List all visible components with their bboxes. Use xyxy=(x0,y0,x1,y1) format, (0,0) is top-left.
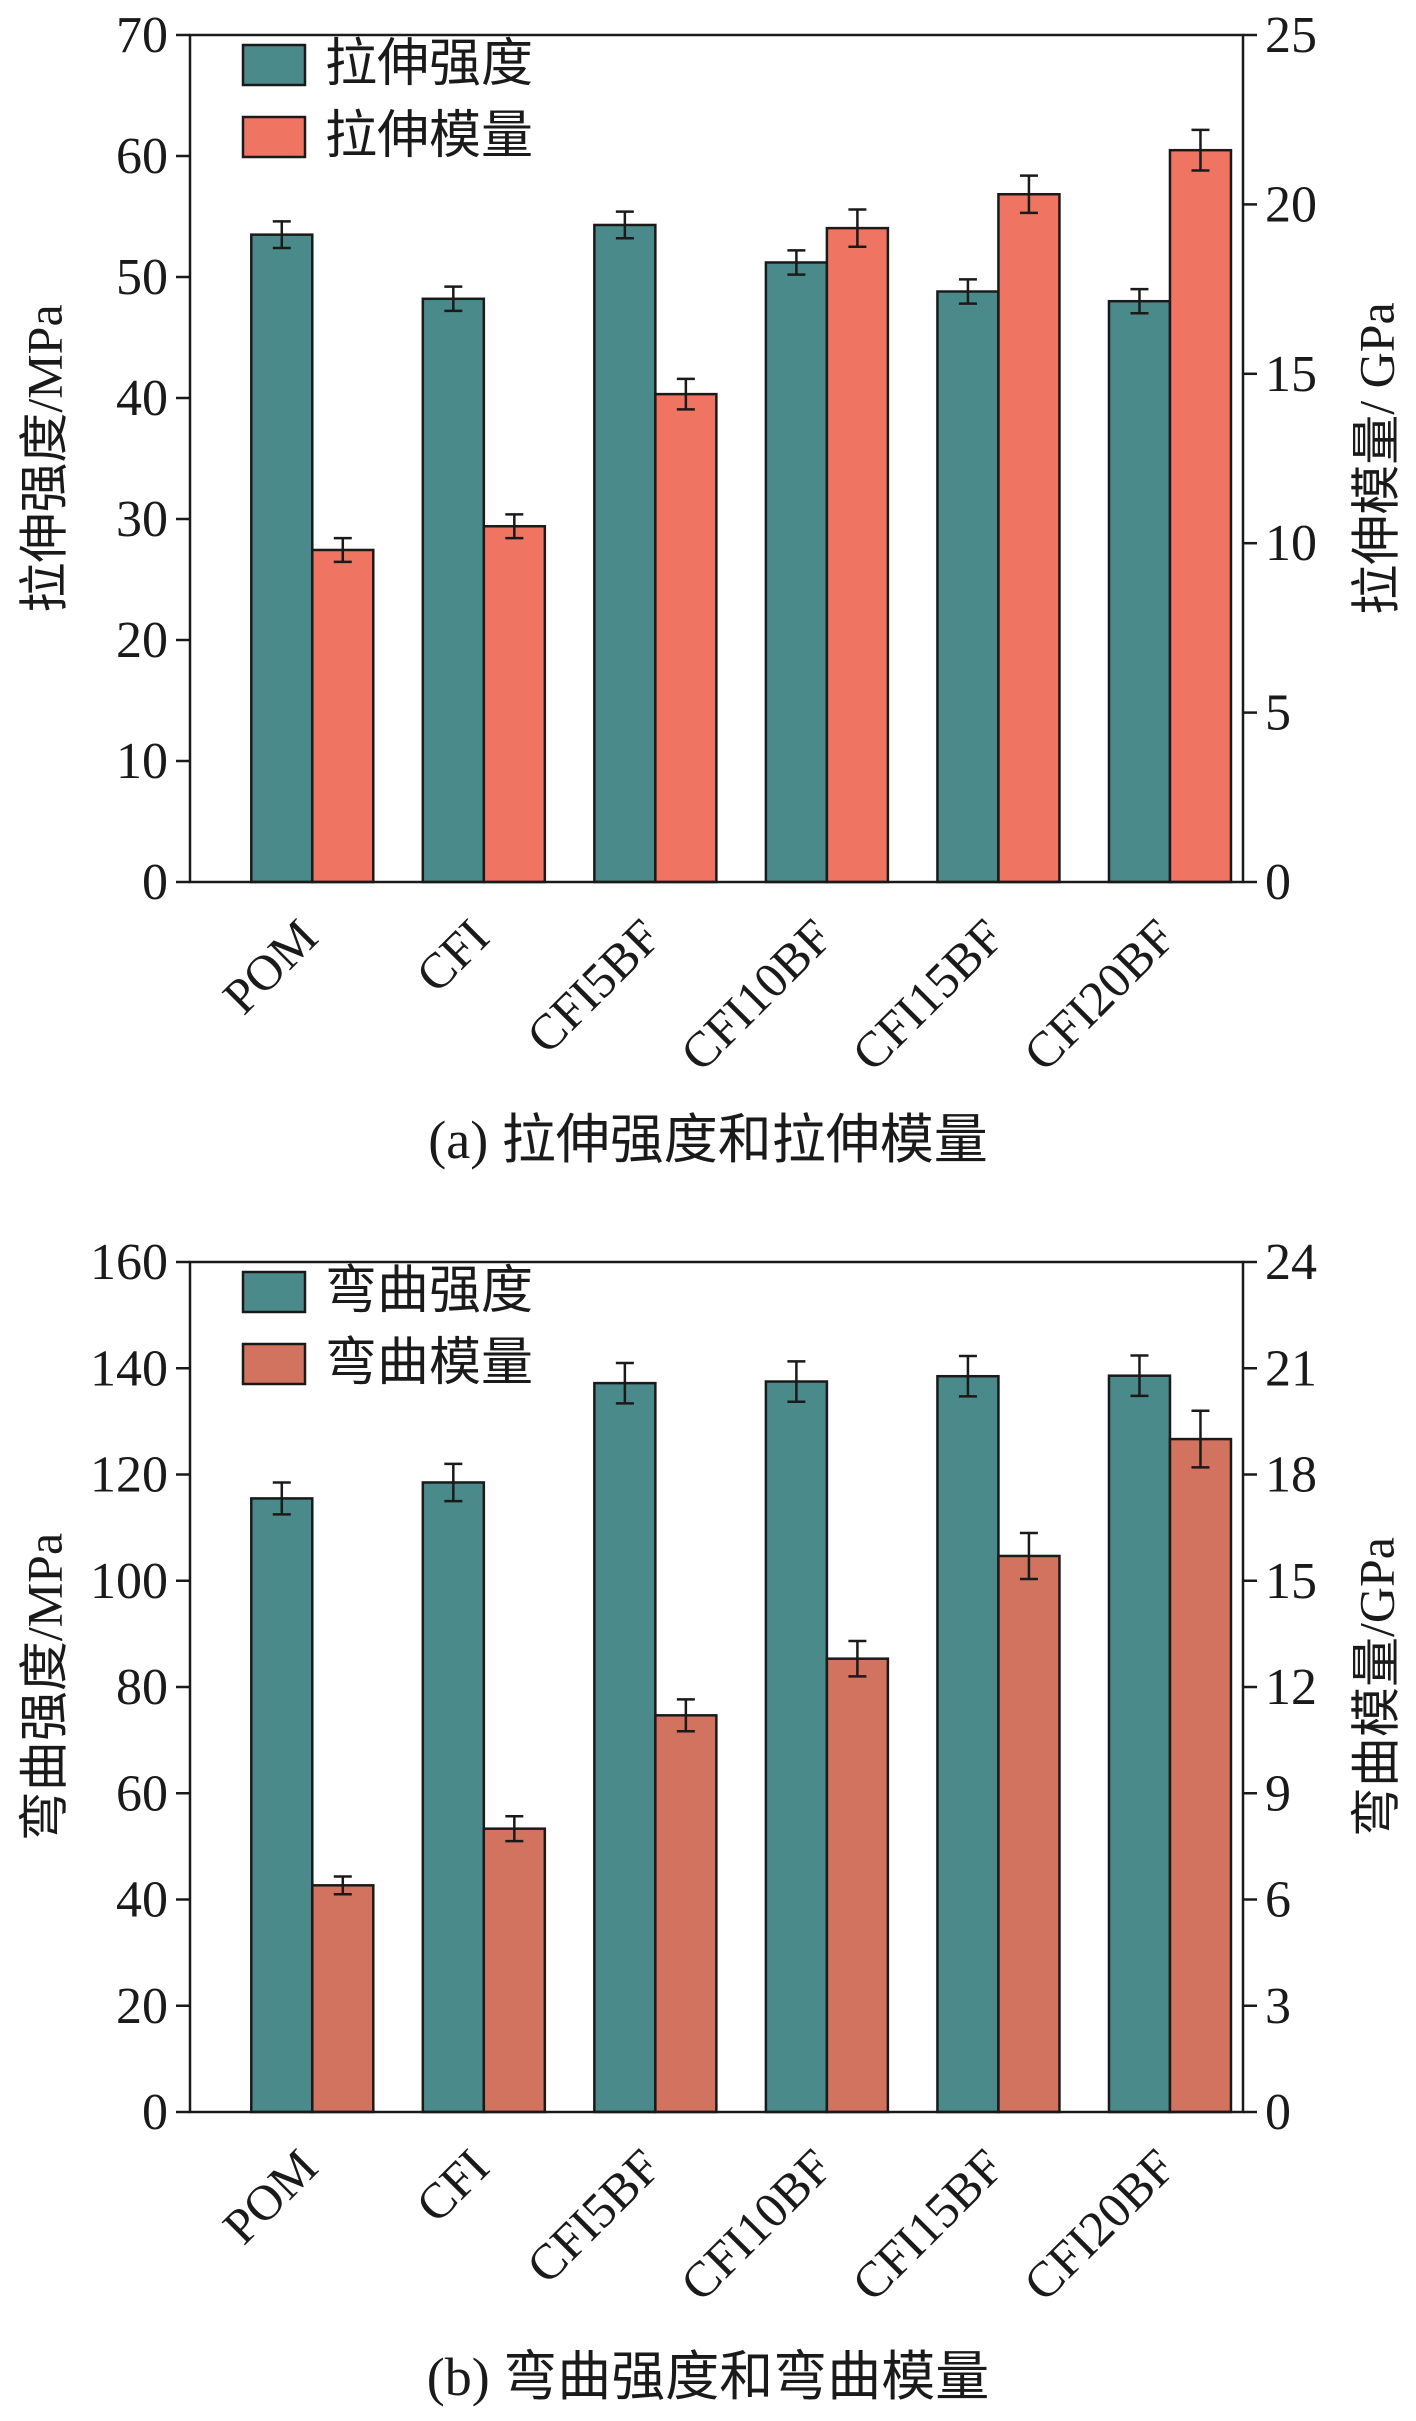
y-right-tick-label: 12 xyxy=(1265,1659,1317,1716)
bar-modulus-cfi xyxy=(482,525,547,884)
bar-strength-cfi15bf xyxy=(936,290,1000,884)
x-tick-label: CFI xyxy=(405,908,500,1003)
y-right-tick-label: 15 xyxy=(1265,1553,1317,1610)
y-left-tick-label: 140 xyxy=(90,1340,168,1397)
y-left-tick-label: 0 xyxy=(142,2084,168,2141)
y-left-tick-label: 100 xyxy=(90,1553,168,1610)
y-right-tick-label: 25 xyxy=(1265,7,1317,64)
bar-modulus-cfi15bf xyxy=(997,1554,1061,2114)
y-left-tick-label: 80 xyxy=(116,1659,168,1716)
figure-caption: (a) 拉伸强度和拉伸模量 xyxy=(428,1110,987,1170)
x-tick-label: CFI15BF xyxy=(841,908,1014,1081)
bar-strength-cfi xyxy=(421,1481,486,2114)
y-left-tick-label: 30 xyxy=(116,491,168,548)
bar-modulus-cfi20bf xyxy=(1168,148,1233,884)
y-right-axis-title: 拉伸模量/ GPa xyxy=(1348,302,1404,615)
bar-strength-cfi5bf xyxy=(593,223,657,884)
x-tick-label: CFI10BF xyxy=(669,908,842,1081)
y-right-tick-label: 10 xyxy=(1265,515,1317,572)
x-tick-label: CFI10BF xyxy=(669,2138,842,2311)
y-left-axis-title: 拉伸强度/MPa xyxy=(16,304,72,612)
legend-swatch xyxy=(241,1270,307,1314)
y-left-tick-label: 20 xyxy=(116,1978,168,2035)
y-right-tick-label: 24 xyxy=(1265,1234,1317,1291)
y-left-axis-title: 弯曲强度/MPa xyxy=(16,1533,72,1841)
chart-panel-2: POM CFI CFI5BFCFI10BFCFI15BFCFI20BF0204060… xyxy=(16,1234,1404,2407)
x-tick-label: POM xyxy=(212,2138,328,2254)
y-right-tick-label: 20 xyxy=(1265,176,1317,233)
bar-modulus-cfi5bf xyxy=(654,392,718,884)
y-right-axis-title: 弯曲模量/GPa xyxy=(1348,1537,1404,1837)
y-left-tick-label: 160 xyxy=(90,1234,168,1291)
x-tick-label: CFI xyxy=(405,2138,500,2233)
legend-swatch xyxy=(241,1342,307,1386)
legend-label: 弯曲模量 xyxy=(325,1334,533,1392)
y-right-tick-label: 0 xyxy=(1265,2084,1291,2141)
bar-modulus-cfi10bf xyxy=(825,1657,890,2114)
figure-caption: (b) 弯曲强度和弯曲模量 xyxy=(427,2347,989,2407)
x-tick-label: CFI5BF xyxy=(516,2138,672,2294)
bar-modulus-pom xyxy=(311,548,375,884)
legend-label: 弯曲强度 xyxy=(325,1262,533,1320)
bar-modulus-cfi20bf xyxy=(1168,1437,1233,2114)
bar-strength-cfi15bf xyxy=(936,1374,1000,2114)
y-right-tick-label: 9 xyxy=(1265,1765,1291,1822)
x-tick-label: POM xyxy=(212,908,328,1024)
bar-strength-cfi10bf xyxy=(764,1380,829,2114)
x-tick-label: CFI5BF xyxy=(516,908,672,1064)
bar-strength-cfi20bf xyxy=(1107,1374,1172,2114)
y-right-tick-label: 18 xyxy=(1265,1447,1317,1504)
x-tick-label: CFI20BF xyxy=(1013,908,1186,1081)
legend-label: 拉伸模量 xyxy=(325,108,533,165)
y-left-tick-label: 40 xyxy=(116,370,168,427)
bar-strength-cfi10bf xyxy=(764,261,829,884)
y-right-tick-label: 15 xyxy=(1265,346,1317,403)
bar-strength-pom xyxy=(250,1497,314,2114)
bar-strength-cfi5bf xyxy=(593,1381,657,2114)
plot-frame xyxy=(188,33,1245,884)
y-left-tick-label: 50 xyxy=(116,249,168,306)
legend-swatch xyxy=(241,43,307,87)
x-tick-label: CFI20BF xyxy=(1013,2138,1186,2311)
y-left-tick-label: 60 xyxy=(116,1765,168,1822)
bar-modulus-cfi10bf xyxy=(825,226,890,884)
y-left-tick-label: 40 xyxy=(116,1872,168,1929)
y-left-tick-label: 70 xyxy=(116,7,168,64)
y-right-tick-label: 6 xyxy=(1265,1872,1291,1929)
y-right-tick-label: 5 xyxy=(1265,685,1291,742)
bar-strength-cfi xyxy=(421,297,486,884)
bar-modulus-cfi5bf xyxy=(654,1714,718,2114)
y-left-tick-label: 60 xyxy=(116,128,168,185)
bar-modulus-cfi15bf xyxy=(997,192,1061,884)
y-left-tick-label: 20 xyxy=(116,612,168,669)
y-right-tick-label: 21 xyxy=(1265,1340,1317,1397)
bar-modulus-cfi xyxy=(482,1827,547,2114)
x-tick-label: CFI15BF xyxy=(841,2138,1014,2311)
bar-modulus-pom xyxy=(311,1884,375,2114)
y-left-tick-label: 120 xyxy=(90,1447,168,1504)
legend-swatch xyxy=(241,115,307,159)
legend-label: 拉伸强度 xyxy=(325,36,533,93)
bar-strength-cfi20bf xyxy=(1107,299,1172,884)
bar-strength-pom xyxy=(250,233,314,884)
y-right-tick-label: 0 xyxy=(1265,854,1291,911)
y-right-tick-label: 3 xyxy=(1265,1978,1291,2035)
y-left-tick-label: 0 xyxy=(142,854,168,911)
y-left-tick-label: 10 xyxy=(116,733,168,790)
